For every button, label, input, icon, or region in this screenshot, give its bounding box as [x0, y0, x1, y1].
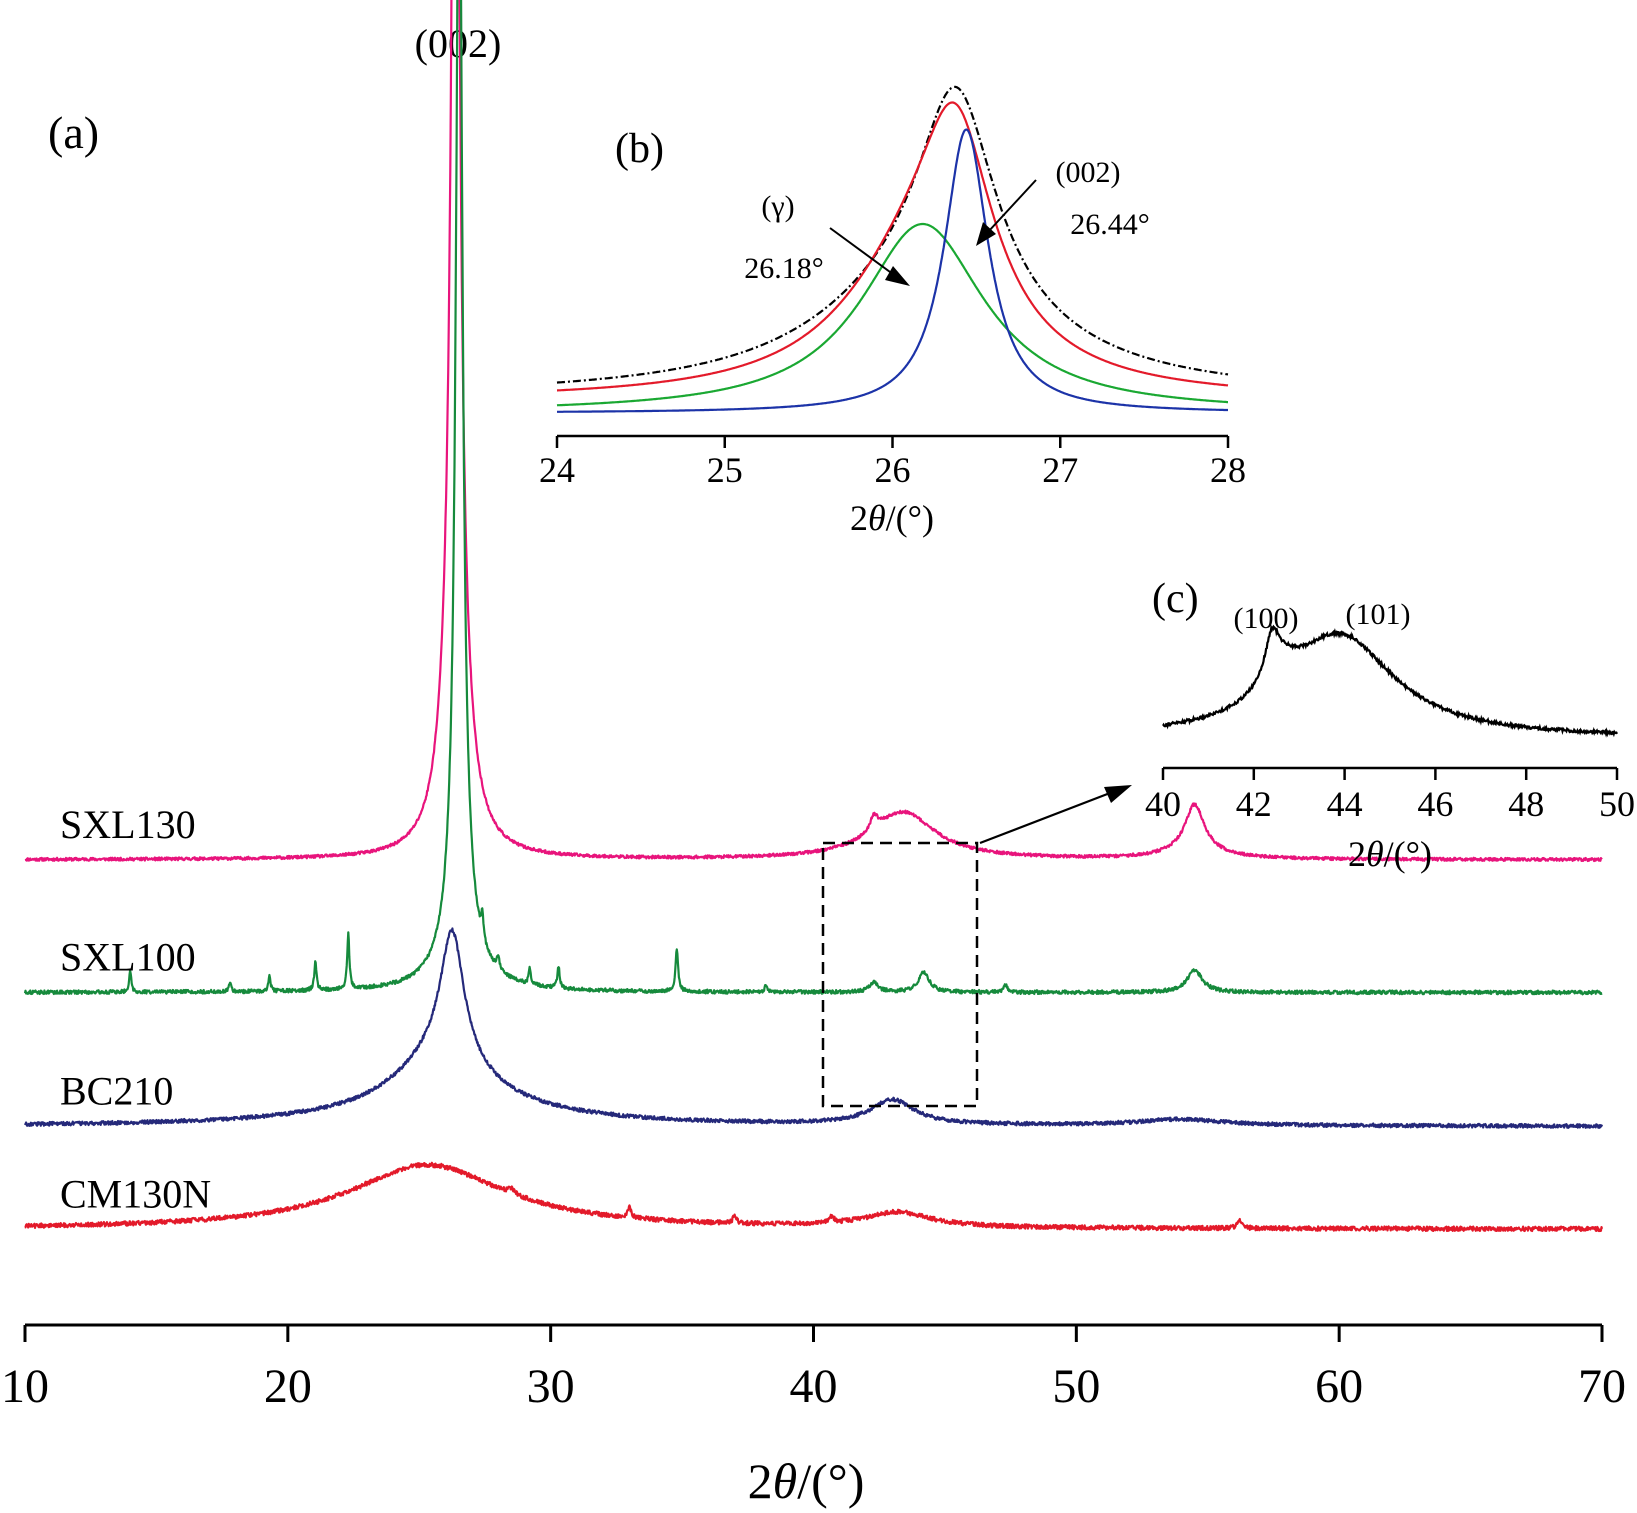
zoom-x-tick-label-50: 50 — [1599, 784, 1635, 824]
zoom-x-tick-label-44: 44 — [1327, 784, 1363, 824]
fit-x-tick-label-27: 27 — [1042, 450, 1078, 490]
panel-c: (c) (100) (101) 40 42 44 46 48 50 2θ/(°) — [1145, 576, 1635, 874]
fit-x-axis-label-number: 2 — [850, 498, 868, 538]
series-label-bc210: BC210 — [60, 1068, 173, 1113]
fit-x-tick-label-26: 26 — [875, 450, 911, 490]
zoom-x-axis-label-theta: θ — [1366, 834, 1384, 874]
zoom-arrow-head — [1104, 785, 1132, 803]
main-x-axis-label-unit: /(°) — [797, 1453, 864, 1509]
main-x-tick-label-10: 10 — [1, 1360, 49, 1413]
fit-series-fit — [557, 101, 1229, 392]
series-line-sxl130 — [24, 0, 1603, 863]
graphite-peak-label: (002) — [1056, 156, 1121, 189]
zoom-x-tick-label-42: 42 — [1236, 784, 1272, 824]
series-label-cm130n: CM130N — [60, 1171, 211, 1216]
main-x-tick-label-40: 40 — [790, 1360, 838, 1413]
zoom-series-group — [1162, 624, 1618, 738]
fit-series-group — [556, 85, 1229, 413]
gamma-peak-value: 26.18° — [744, 252, 824, 285]
series-line-cm130n — [24, 1161, 1604, 1233]
fit-x-tick-label-24: 24 — [539, 450, 575, 490]
zoom-region-box — [821, 841, 979, 1108]
fit-x-axis-label: 2θ/(°) — [850, 498, 934, 538]
fit-series-component-gamma — [556, 222, 1228, 407]
main-series-labels: SXL130 SXL100 BC210 CM130N — [60, 802, 211, 1217]
main-x-tick-label-50: 50 — [1052, 1360, 1100, 1413]
graphite-peak-value: 26.44° — [1070, 208, 1150, 241]
series-line-sxl100 — [23, 0, 1603, 996]
zoom-x-axis-label: 2θ/(°) — [1348, 834, 1432, 874]
panel-c-label: (c) — [1152, 576, 1199, 622]
zoom-x-tick-label-40: 40 — [1145, 784, 1181, 824]
main-x-tick-label-60: 60 — [1315, 1360, 1363, 1413]
fit-x-axis-label-theta: θ — [868, 498, 886, 538]
series-line-bc210 — [23, 927, 1604, 1129]
main-series-group — [23, 0, 1604, 1233]
zoom-series-zoom — [1162, 624, 1618, 738]
main-x-axis-label-number: 2 — [748, 1453, 773, 1509]
zoom-x-axis-label-unit: /(°) — [1384, 834, 1432, 874]
series-label-sxl130: SXL130 — [60, 802, 196, 847]
main-x-tick-label-20: 20 — [264, 1360, 312, 1413]
fit-x-tick-label-28: 28 — [1210, 450, 1246, 490]
fit-series-component-002 — [557, 128, 1228, 413]
fit-x-tick-label-25: 25 — [707, 450, 743, 490]
series-label-sxl100: SXL100 — [60, 934, 196, 979]
peak-100-label: (100) — [1234, 602, 1299, 635]
fit-series-measured — [556, 85, 1229, 384]
main-x-ticks: 10 20 30 40 50 60 70 — [1, 1325, 1626, 1413]
zoom-arrow-line — [979, 791, 1111, 845]
main-x-axis-label: 2θ/(°) — [748, 1453, 865, 1509]
fit-x-ticks: 24 25 26 27 28 — [539, 436, 1246, 490]
graphite-arrow-head — [976, 222, 996, 246]
zoom-x-tick-label-48: 48 — [1508, 784, 1544, 824]
gamma-arrow-line — [829, 227, 891, 273]
zoom-x-axis-label-number: 2 — [1348, 834, 1366, 874]
zoom-x-tick-label-46: 46 — [1417, 784, 1453, 824]
main-x-tick-label-30: 30 — [527, 1360, 575, 1413]
panel-b-label: (b) — [615, 126, 664, 172]
zoom-x-ticks: 40 42 44 46 48 50 — [1145, 768, 1635, 824]
panel-a-label: (a) — [48, 107, 99, 158]
fit-x-axis-label-unit: /(°) — [886, 498, 934, 538]
main-x-tick-label-70: 70 — [1578, 1360, 1626, 1413]
gamma-arrow-head — [885, 266, 910, 286]
peak-101-label: (101) — [1346, 598, 1411, 631]
gamma-peak-label: (γ) — [761, 190, 794, 223]
graphite-arrow-line — [987, 179, 1037, 233]
panel-b: (b) 24 25 26 27 28 2θ/(°) (γ) 26.18° (002) 2… — [539, 85, 1246, 538]
main-x-axis-label-theta: θ — [773, 1453, 798, 1509]
